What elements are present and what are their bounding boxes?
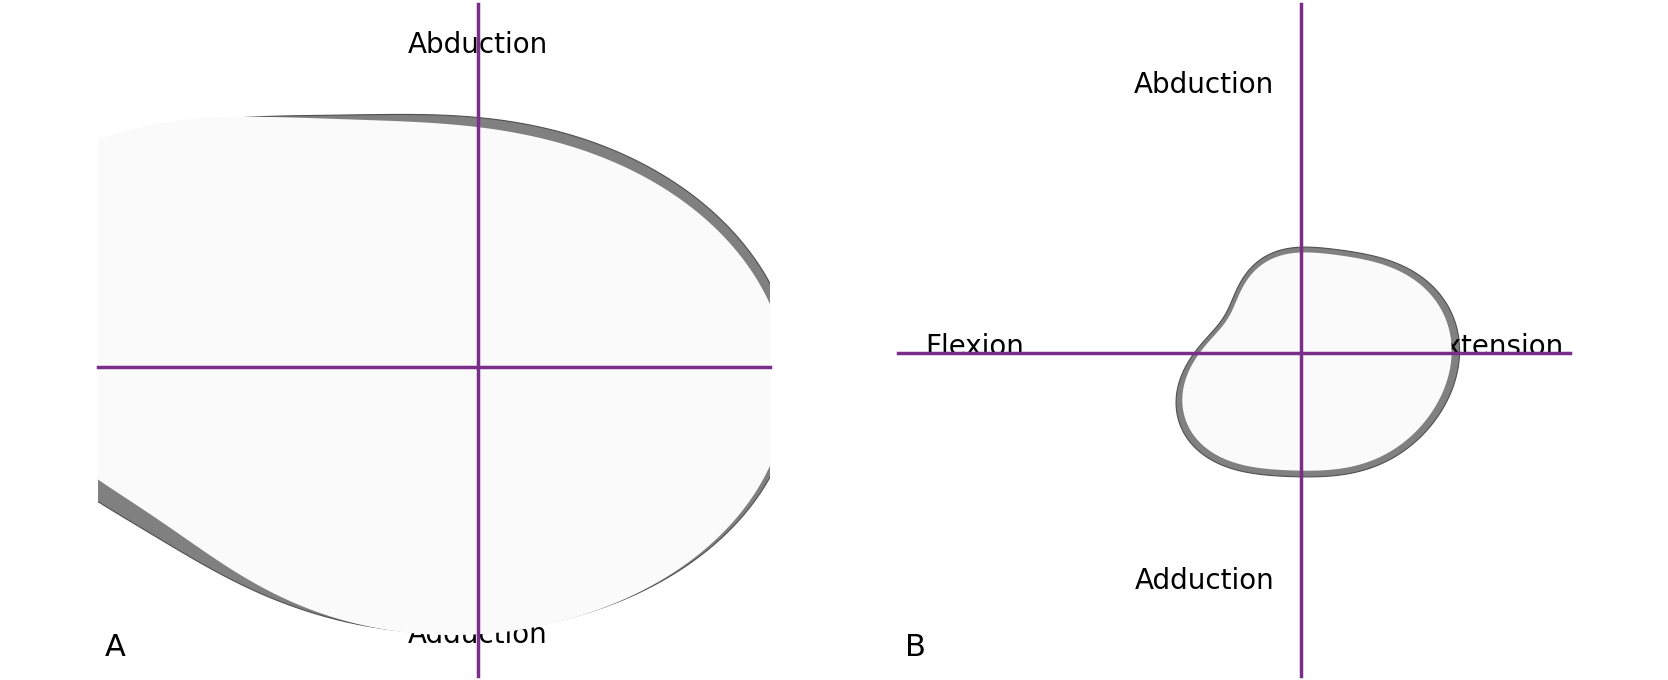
Polygon shape bbox=[1233, 282, 1406, 424]
Polygon shape bbox=[1228, 279, 1411, 429]
Polygon shape bbox=[1193, 258, 1443, 462]
Text: Adduction: Adduction bbox=[1134, 567, 1274, 595]
Polygon shape bbox=[57, 157, 706, 568]
Polygon shape bbox=[1183, 252, 1451, 471]
Polygon shape bbox=[2, 132, 757, 610]
Text: Abduction: Abduction bbox=[1134, 71, 1274, 99]
Polygon shape bbox=[77, 167, 686, 551]
Text: B: B bbox=[904, 633, 926, 662]
Polygon shape bbox=[1258, 298, 1384, 401]
Text: Adduction: Adduction bbox=[407, 621, 547, 649]
Polygon shape bbox=[1253, 294, 1389, 405]
Polygon shape bbox=[1218, 273, 1421, 438]
Polygon shape bbox=[0, 114, 796, 634]
Text: A: A bbox=[105, 633, 125, 662]
Polygon shape bbox=[1238, 286, 1403, 420]
Polygon shape bbox=[1223, 277, 1416, 433]
Polygon shape bbox=[120, 187, 644, 518]
Polygon shape bbox=[110, 182, 654, 527]
Polygon shape bbox=[1203, 265, 1434, 452]
Polygon shape bbox=[1208, 267, 1429, 447]
Polygon shape bbox=[1248, 292, 1393, 410]
Polygon shape bbox=[35, 147, 726, 585]
Polygon shape bbox=[45, 152, 716, 577]
Polygon shape bbox=[163, 207, 602, 485]
Polygon shape bbox=[1243, 288, 1398, 415]
Text: Flexion: Flexion bbox=[926, 333, 1024, 360]
Polygon shape bbox=[132, 192, 634, 510]
Polygon shape bbox=[1198, 261, 1438, 457]
Polygon shape bbox=[1188, 256, 1448, 466]
Polygon shape bbox=[98, 177, 664, 535]
Polygon shape bbox=[1213, 271, 1424, 443]
Text: Extension: Extension bbox=[1426, 333, 1563, 360]
Polygon shape bbox=[0, 122, 777, 627]
Polygon shape bbox=[175, 212, 592, 477]
Text: Flexion: Flexion bbox=[105, 346, 203, 374]
Polygon shape bbox=[142, 197, 624, 502]
Polygon shape bbox=[23, 142, 736, 594]
Text: Abduction: Abduction bbox=[407, 31, 547, 59]
Polygon shape bbox=[1176, 247, 1460, 477]
Polygon shape bbox=[153, 203, 612, 494]
Polygon shape bbox=[67, 162, 696, 560]
Text: Extension: Extension bbox=[627, 346, 764, 374]
Polygon shape bbox=[13, 137, 747, 602]
Polygon shape bbox=[88, 172, 674, 543]
Polygon shape bbox=[0, 127, 767, 618]
Polygon shape bbox=[0, 117, 787, 635]
